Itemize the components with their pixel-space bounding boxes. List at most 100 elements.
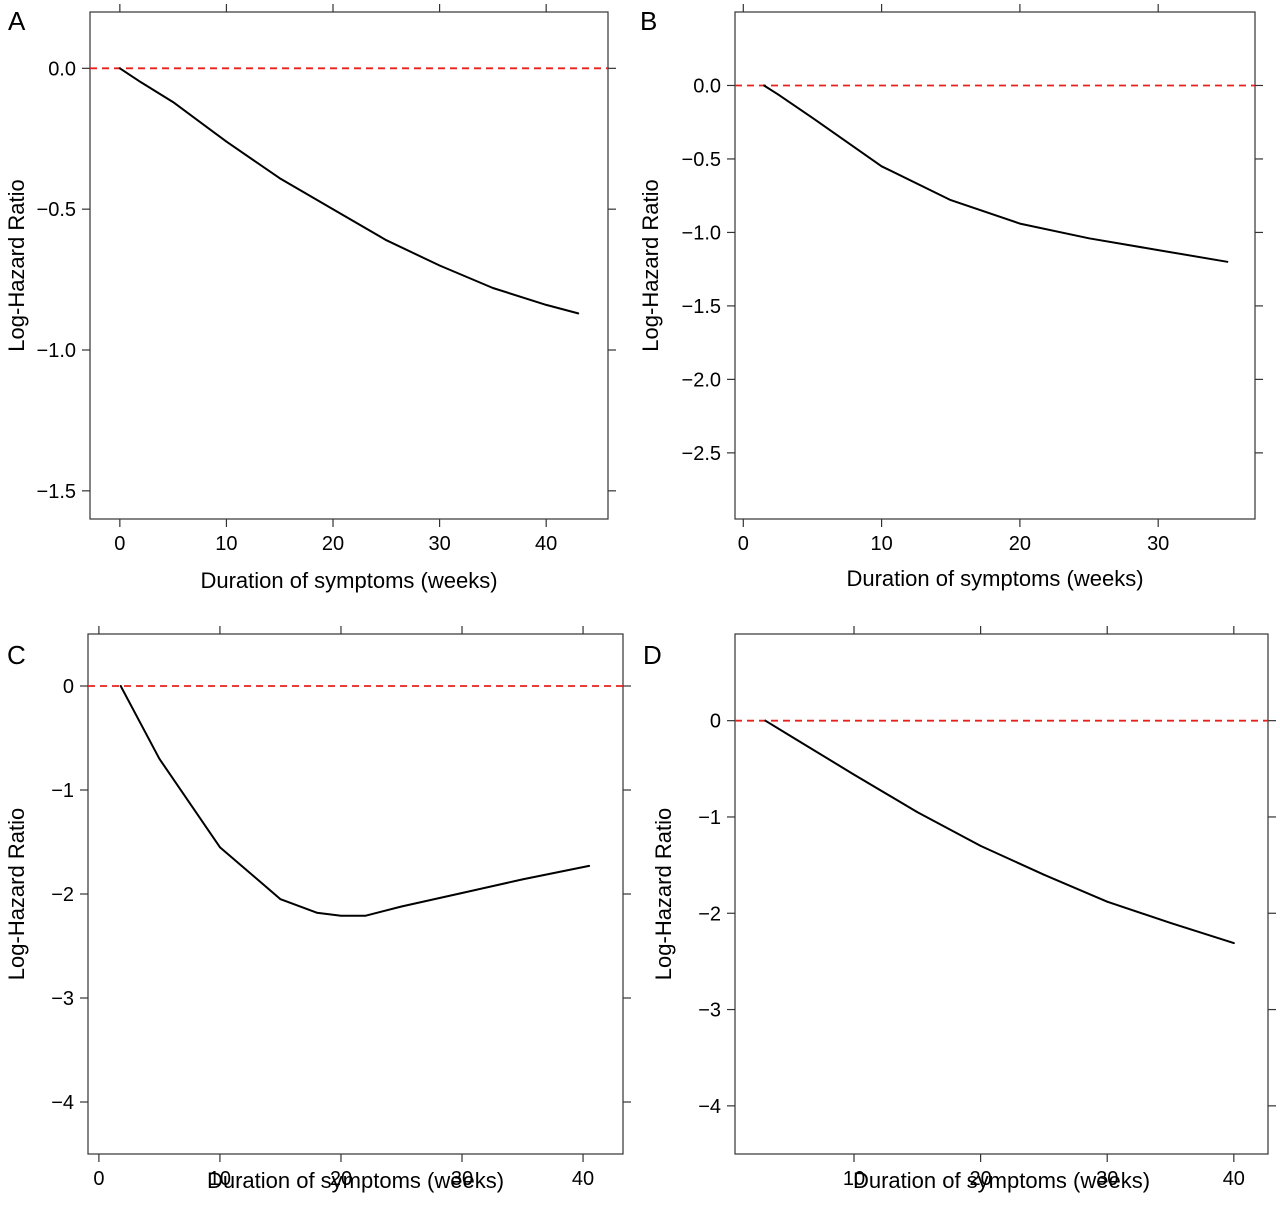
x-axis-title: Duration of symptoms (weeks) [207, 1168, 504, 1193]
data-point [949, 199, 952, 202]
x-tick-label: 30 [451, 1168, 473, 1190]
panel-label: D [643, 640, 662, 670]
data-point [1019, 222, 1021, 225]
data-point [140, 81, 143, 84]
data-point [315, 911, 318, 914]
x-tick-label: 20 [322, 533, 344, 555]
data-point [764, 719, 767, 722]
data-point [119, 685, 122, 687]
data-point [577, 312, 580, 315]
data-point [588, 865, 590, 867]
data-point [1106, 900, 1109, 903]
panel-label: A [8, 6, 26, 36]
data-point [777, 93, 779, 96]
data-point [853, 773, 855, 776]
x-axis-title: Duration of symptoms (weeks) [853, 1168, 1150, 1193]
data-point [763, 84, 765, 87]
y-tick-label: 0 [710, 711, 721, 733]
y-tick-label: −4 [698, 1096, 721, 1118]
data-point [789, 735, 792, 737]
x-tick-label: 20 [969, 1168, 991, 1190]
data-point [1043, 873, 1045, 876]
plot-frame [734, 11, 1256, 520]
y-tick-label: −1.0 [37, 340, 76, 362]
plot-frame [89, 11, 609, 520]
data-point [438, 264, 441, 267]
x-tick-label: 30 [428, 533, 450, 555]
x-tick-label: 20 [330, 1168, 352, 1190]
y-axis-title: Log-Hazard Ratio [4, 179, 29, 351]
data-point [521, 878, 524, 881]
data-point [1088, 237, 1090, 240]
panel-label: B [640, 6, 657, 36]
x-tick-label: 30 [1096, 1168, 1118, 1190]
y-tick-label: −3 [698, 1000, 721, 1022]
y-tick-label: −3 [51, 988, 74, 1010]
y-tick-label: 0.0 [693, 75, 721, 97]
panel-label: C [7, 640, 26, 670]
y-axis-title: Log-Hazard Ratio [651, 808, 676, 980]
data-point [1157, 249, 1160, 252]
data-point [979, 845, 982, 847]
data-point [385, 239, 388, 242]
data-point [279, 898, 282, 901]
series-line [763, 84, 1229, 263]
x-tick-label: 10 [870, 533, 892, 555]
y-tick-label: 0 [63, 676, 74, 698]
y-tick-label: −0.5 [682, 149, 721, 171]
x-tick-label: 40 [535, 533, 557, 555]
data-point [332, 208, 334, 211]
x-tick-label: 0 [738, 533, 749, 555]
data-point [1232, 942, 1235, 944]
data-point [811, 116, 814, 119]
x-tick-label: 40 [1223, 1168, 1245, 1190]
data-point [492, 287, 494, 289]
data-point [1226, 260, 1229, 263]
y-tick-label: −2.5 [682, 443, 721, 465]
x-axis-title: Duration of symptoms (weeks) [846, 566, 1143, 591]
data-point [400, 905, 403, 908]
x-tick-label: 40 [572, 1168, 594, 1190]
data-point [172, 101, 175, 103]
plot-frame [734, 633, 1269, 1155]
x-tick-label: 10 [843, 1168, 865, 1190]
data-point [880, 165, 883, 168]
series-line [764, 719, 1235, 945]
y-tick-label: −0.5 [37, 199, 76, 221]
x-tick-label: 20 [1009, 533, 1031, 555]
x-axis-title: Duration of symptoms (weeks) [200, 568, 497, 593]
data-point [278, 177, 281, 180]
plot-frame [87, 633, 624, 1155]
panel-a: 0 10 20 30 40 0.0 −0.5 −1.0 −1.5 A Duration of sym… [4, 4, 616, 593]
y-tick-label: −2.0 [682, 369, 721, 391]
data-point [916, 811, 919, 813]
data-point [158, 757, 161, 760]
y-axis-title: Log-Hazard Ratio [4, 808, 29, 980]
data-point [545, 304, 548, 306]
data-point [118, 67, 121, 70]
y-tick-label: −1 [698, 807, 721, 829]
data-point [1169, 922, 1172, 924]
y-tick-label: 0.0 [48, 58, 76, 80]
y-tick-label: −1.0 [682, 222, 721, 244]
y-tick-label: −1.5 [682, 296, 721, 318]
y-tick-label: −4 [51, 1092, 74, 1114]
y-tick-label: −1.5 [37, 481, 76, 503]
data-point [364, 914, 367, 917]
y-tick-label: −2 [51, 884, 74, 906]
data-point [340, 914, 342, 917]
data-point [461, 892, 463, 894]
panel-d: 10 20 30 40 0 −1 −2 −3 −4 D Duration of symptoms (… [643, 626, 1276, 1193]
x-tick-label: 0 [114, 533, 125, 555]
x-tick-label: 0 [93, 1168, 104, 1190]
y-axis-title: Log-Hazard Ratio [638, 179, 663, 351]
panel-c: 0 10 20 30 40 0 −1 −2 −3 −4 C Duration of symptoms … [4, 626, 631, 1193]
x-tick-label: 30 [1147, 533, 1169, 555]
x-tick-label: 10 [209, 1168, 231, 1190]
x-tick-label: 10 [215, 533, 237, 555]
series-line [119, 685, 591, 917]
y-tick-label: −1 [51, 780, 74, 802]
panel-b: 0 10 20 30 0.0 −0.5 −1.0 −1.5 −2.0 −2.5 B Duration … [638, 4, 1263, 591]
data-point [225, 140, 228, 143]
